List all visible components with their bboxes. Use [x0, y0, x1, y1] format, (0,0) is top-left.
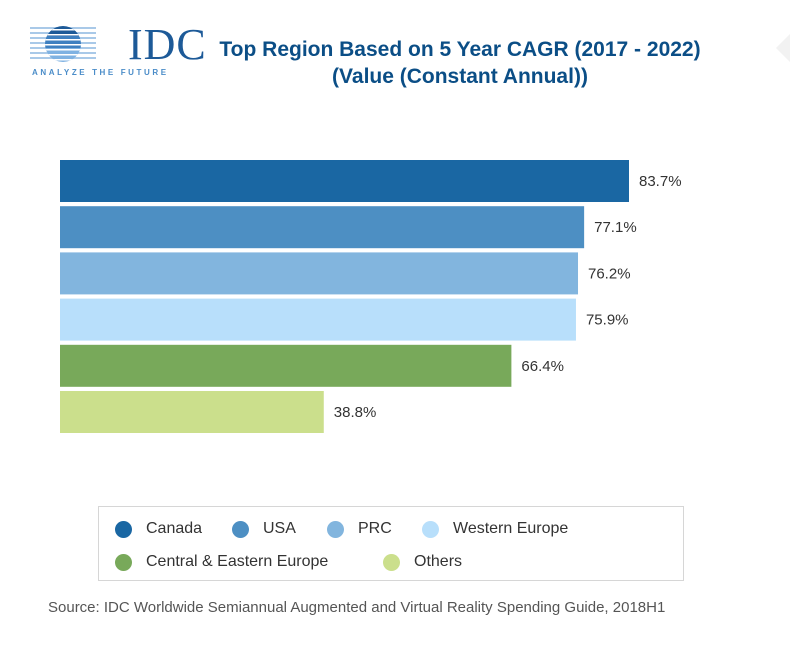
legend-label: PRC	[358, 520, 392, 537]
data-label: 66.4%	[521, 358, 564, 375]
legend-item[interactable]: Central & Eastern Europe	[115, 553, 328, 571]
data-label: 83.7%	[639, 173, 682, 190]
chart-title-block: Top Region Based on 5 Year CAGR (2017 - …	[190, 36, 730, 90]
bar-western-europe[interactable]	[60, 298, 576, 341]
legend-item[interactable]: Western Europe	[422, 520, 568, 538]
legend-swatch-icon	[115, 520, 132, 538]
logo-wordmark: IDC	[128, 20, 207, 69]
legend-item[interactable]: PRC	[327, 520, 392, 538]
bar-canada[interactable]	[60, 160, 629, 202]
source-note: Source: IDC Worldwide Semiannual Augment…	[48, 599, 666, 616]
legend-swatch-icon	[115, 553, 132, 571]
legend-label: Others	[414, 553, 463, 570]
legend-item[interactable]: Canada	[115, 520, 202, 538]
chart-subtitle: (Value (Constant Annual))	[332, 65, 588, 88]
chart-title: Top Region Based on 5 Year CAGR (2017 - …	[219, 38, 701, 61]
previous-arrow-icon[interactable]	[776, 34, 790, 62]
legend-label: Central & Eastern Europe	[146, 553, 329, 570]
legend-label: USA	[263, 520, 296, 537]
chart-legend: Canada USA PRC Western Europe Central & East…	[98, 506, 684, 581]
bar-prc[interactable]	[60, 252, 579, 295]
legend-item[interactable]: USA	[232, 520, 296, 538]
legend-label: Western Europe	[453, 520, 569, 537]
data-label: 77.1%	[594, 219, 637, 236]
legend-item[interactable]: Others	[383, 553, 462, 571]
data-label: 76.2%	[588, 265, 631, 282]
legend-swatch-icon	[327, 520, 344, 538]
logo-tagline: ANALYZE THE FUTURE	[32, 68, 169, 77]
legend-swatch-icon	[232, 520, 249, 538]
idc-globe-icon	[30, 26, 96, 62]
legend-swatch-icon	[422, 520, 439, 538]
legend-label: Canada	[146, 520, 203, 537]
bar-others[interactable]	[60, 391, 324, 433]
data-label: 38.8%	[334, 404, 377, 421]
bar-chart: 83.7% 77.1% 76.2% 75.9% 66.4% 38.8%	[60, 160, 682, 433]
bar-usa[interactable]	[60, 206, 585, 249]
idc-logo: IDC ANALYZE THE FUTURE	[30, 22, 206, 82]
data-label: 75.9%	[586, 312, 629, 329]
legend-swatch-icon	[383, 553, 400, 571]
bar-central-eastern-europe[interactable]	[60, 344, 512, 387]
